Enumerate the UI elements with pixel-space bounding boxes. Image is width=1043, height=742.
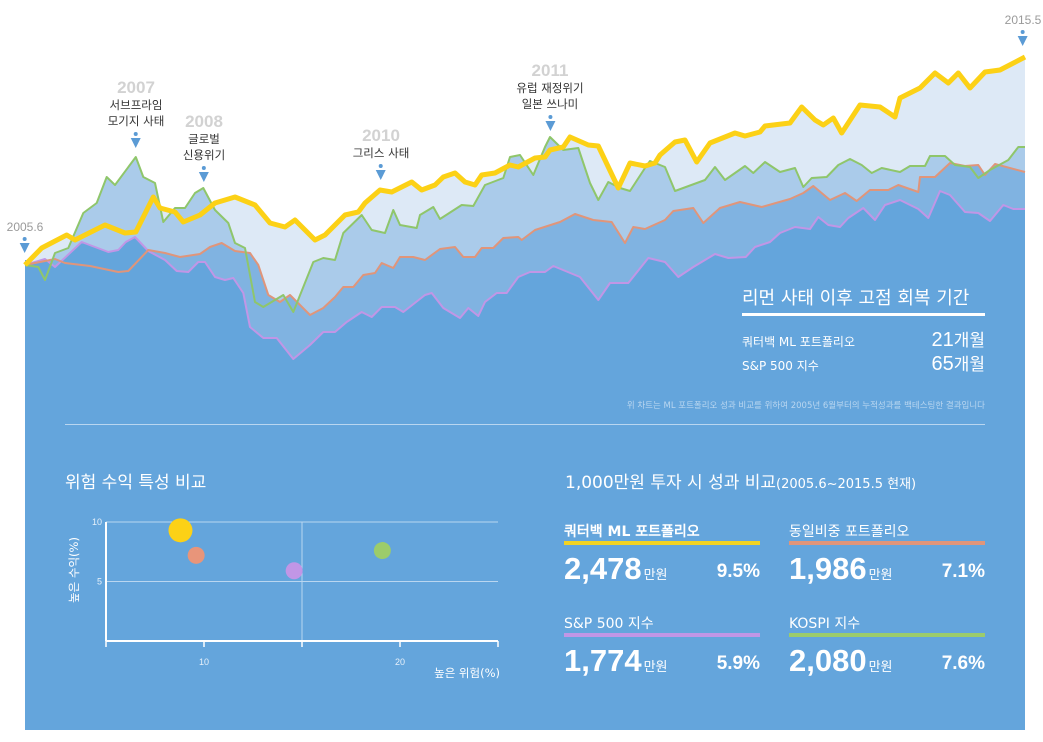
annotation-start-label: 2005.6 <box>6 220 44 234</box>
performance-card-ml: 쿼터백 ML 포트폴리오 2,478 만원 9.5% <box>564 521 760 591</box>
risk-return-scatter: 5 10 10 20 높은 위험(%) 높은 수익(%) <box>67 517 500 680</box>
series-line-2 <box>24 162 1026 316</box>
card-color-bar <box>564 633 760 637</box>
annotation-2007: 2007 서브프라임 모기지 사태 <box>107 78 165 148</box>
annotation-text: 글로벌 <box>188 132 220 146</box>
marker-pin-icon <box>19 237 31 253</box>
performance-period: (2005.6~2015.5 현재) <box>776 477 917 492</box>
performance-card-sp500: S&P 500 지수 1,774 만원 5.9% <box>564 613 760 683</box>
annotation-start: 2005.6 <box>6 220 44 253</box>
recovery-underline <box>742 313 985 316</box>
annotation-text: 그리스 사태 <box>352 146 410 160</box>
performance-title: 1,000만원 투자 시 성과 비교 <box>565 473 777 493</box>
marker-pin-icon <box>1017 30 1029 46</box>
performance-card-kospi: KOSPI 지수 2,080 만원 7.6% <box>789 613 985 683</box>
x-axis-label: 높은 위험(%) <box>434 666 500 680</box>
card-color-bar <box>789 633 985 637</box>
marker-pin-icon <box>130 132 142 148</box>
card-unit: 만원 <box>868 568 893 583</box>
annotation-year: 2007 <box>117 78 155 97</box>
card-amount: 1,774 <box>564 643 642 678</box>
recovery-row-value: 21 <box>931 329 954 351</box>
marker-pin-icon <box>544 115 556 131</box>
recovery-row-sp500: S&P 500 지수 65개월 <box>742 352 985 376</box>
annotation-text: 서브프라임 <box>109 98 163 112</box>
recovery-row-ml: 쿼터백 ML 포트폴리오 21개월 <box>742 328 985 352</box>
risk-section-title: 위험 수익 특성 비교 <box>65 473 207 493</box>
series-line-3 <box>24 190 1025 360</box>
recovery-row-name: S&P 500 지수 <box>742 359 819 373</box>
card-amount: 2,080 <box>789 643 867 678</box>
performance-section-title: 1,000만원 투자 시 성과 비교(2005.6~2015.5 현재) <box>565 468 916 493</box>
annotation-end-label: 2015.5 <box>1004 13 1042 27</box>
annotation-2011: 2011 유럽 재정위기 일본 쓰나미 <box>516 61 584 131</box>
card-name: S&P 500 지수 <box>564 616 654 632</box>
scatter-point-2 <box>285 562 303 580</box>
backtest-note: 위 차트는 ML 포트폴리오 성과 비교를 위하여 2005년 6월부터의 누적… <box>626 401 985 411</box>
recovery-row-name: 쿼터백 ML 포트폴리오 <box>742 335 855 349</box>
annotation-year: 2010 <box>362 126 400 145</box>
annotation-text: 모기지 사태 <box>107 114 165 128</box>
recovery-row-value: 65 <box>931 353 954 375</box>
annotation-2010: 2010 그리스 사태 <box>352 126 410 180</box>
card-color-bar <box>564 541 760 545</box>
y-axis-label: 높은 수익(%) <box>67 537 81 603</box>
card-amount: 1,986 <box>789 551 867 586</box>
card-name: KOSPI 지수 <box>789 616 861 632</box>
card-unit: 만원 <box>643 660 668 675</box>
marker-pin-icon <box>375 164 387 180</box>
annotation-text: 유럽 재정위기 <box>516 81 584 95</box>
scatter-point-1 <box>187 546 205 564</box>
card-rate: 5.9% <box>716 653 760 674</box>
recovery-title: 리먼 사태 이후 고점 회복 기간 <box>742 288 970 309</box>
card-unit: 만원 <box>868 660 893 675</box>
area-fill-series-3 <box>25 191 1025 730</box>
card-rate: 7.1% <box>941 561 985 582</box>
series-line-1 <box>24 136 1025 313</box>
card-color-bar <box>789 541 985 545</box>
scatter-point-3 <box>373 542 391 560</box>
annotation-year: 2008 <box>185 112 223 131</box>
annotation-year: 2011 <box>531 61 569 80</box>
card-amount: 2,478 <box>564 551 642 586</box>
scatter-point-0 <box>168 518 193 543</box>
recovery-row-unit: 개월 <box>953 331 985 351</box>
annotation-text: 일본 쓰나미 <box>521 97 579 111</box>
performance-card-equal-weight: 동일비중 포트폴리오 1,986 만원 7.1% <box>789 521 985 591</box>
series-line-0 <box>23 54 1027 267</box>
card-rate: 9.5% <box>716 561 760 582</box>
annotation-text: 신용위기 <box>182 148 226 162</box>
y-tick-label: 5 <box>97 577 102 587</box>
card-unit: 만원 <box>643 568 668 583</box>
annotation-2008: 2008 글로벌 신용위기 <box>183 113 225 182</box>
y-tick-label: 10 <box>92 517 102 527</box>
annotation-end: 2015.5 <box>1004 13 1042 46</box>
card-rate: 7.6% <box>941 653 985 674</box>
card-name: 쿼터백 ML 포트폴리오 <box>564 524 700 540</box>
marker-pin-icon <box>198 166 210 182</box>
x-tick-label: 20 <box>395 657 405 667</box>
section-divider <box>65 424 985 425</box>
recovery-row-unit: 개월 <box>953 355 985 375</box>
card-name: 동일비중 포트폴리오 <box>789 524 910 540</box>
x-tick-label: 10 <box>199 657 209 667</box>
